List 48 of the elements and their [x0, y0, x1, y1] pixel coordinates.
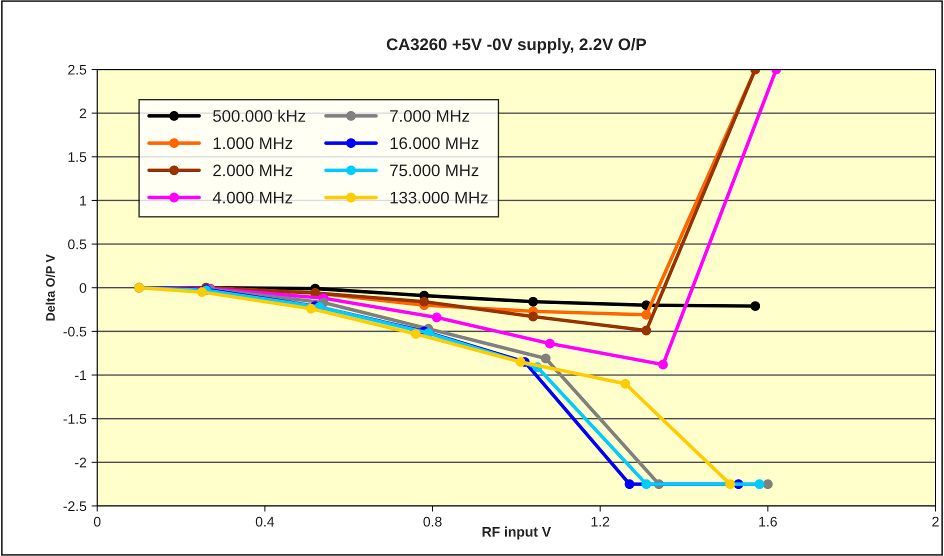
point — [516, 357, 526, 367]
y-tick-label: -1 — [75, 370, 86, 380]
legend-label: 1.000 MHz — [214, 137, 292, 150]
point — [725, 479, 735, 489]
legend-label: 75.000 MHz — [390, 164, 478, 176]
x-tick-label: 1.2 — [592, 516, 610, 526]
point — [641, 310, 652, 320]
point — [419, 296, 430, 307]
point — [197, 287, 207, 297]
y-tick-label: 2 — [80, 108, 86, 118]
y-tick-label: -2 — [75, 458, 86, 468]
point — [540, 354, 551, 364]
x-tick-label: 2 — [932, 516, 939, 526]
legend-label: 16.000 MHz — [390, 137, 478, 150]
y-tick-label: 0.5 — [68, 239, 86, 250]
point — [410, 329, 421, 339]
y-tick-label: 1.5 — [68, 152, 86, 162]
point — [641, 479, 652, 489]
x-tick-label: 0 — [94, 516, 101, 527]
x-axis-title: RF input V — [482, 526, 551, 540]
x-tick-label: 0.4 — [256, 516, 274, 527]
point — [658, 360, 668, 370]
legend-label: 500.000 kHz — [213, 110, 306, 122]
point — [750, 301, 760, 311]
y-tick-label: -0.5 — [64, 326, 86, 337]
y-tick-label: -1.5 — [64, 414, 86, 424]
legend-label: 2.000 MHz — [213, 164, 292, 176]
point — [306, 304, 316, 314]
legend-label: 7.000 MHz — [390, 110, 470, 122]
chart-title: CA3260 +5V -0V supply, 2.2V O/P — [386, 38, 646, 54]
point — [754, 479, 764, 489]
y-tick-label: -2.5 — [64, 501, 86, 512]
legend-label: 4.000 MHz — [212, 192, 292, 204]
y-tick-label: 1 — [80, 196, 86, 206]
point — [620, 378, 630, 389]
point — [432, 312, 442, 322]
legend-label: 133.000 MHz — [390, 192, 488, 204]
point — [528, 312, 538, 322]
point — [545, 338, 555, 348]
point — [641, 326, 652, 336]
y-tick-label: 2.5 — [68, 64, 86, 75]
y-axis-title: Delta O/P V — [46, 254, 55, 320]
x-tick-label: 0.8 — [423, 516, 442, 527]
x-tick-label: 1.6 — [759, 516, 777, 527]
point — [528, 296, 538, 307]
point — [624, 479, 634, 489]
point — [762, 479, 773, 489]
y-tick-label: 0 — [80, 283, 86, 293]
